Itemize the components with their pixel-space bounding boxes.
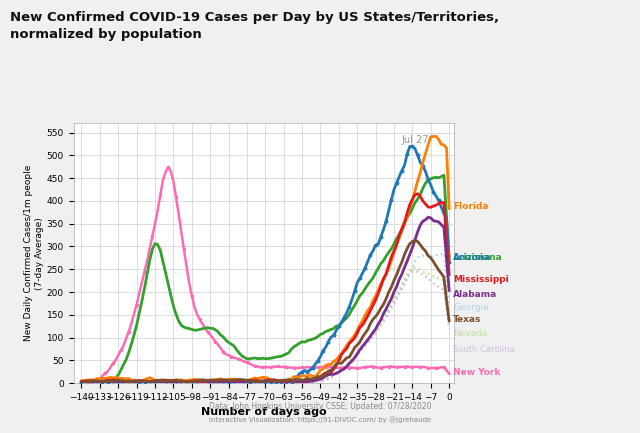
Text: normalized by population: normalized by population [10,28,202,41]
Text: Mississippi: Mississippi [453,275,509,284]
Text: New York: New York [453,368,500,377]
Text: Arizona: Arizona [453,253,492,262]
Text: Data: John Hopkins University CSSE; Updated: 07/28/2020: Data: John Hopkins University CSSE; Upda… [209,402,431,411]
Text: New Confirmed COVID-19 Cases per Day by US States/Territories,: New Confirmed COVID-19 Cases per Day by … [10,11,499,24]
Y-axis label: New Daily Confirmed Cases/1m people
(7-day Average): New Daily Confirmed Cases/1m people (7-d… [24,165,44,342]
Text: Nevada: Nevada [453,330,488,338]
Text: Jul 27: Jul 27 [402,135,429,145]
Text: Florida: Florida [453,202,488,211]
Text: Interactive Visualization: https://91-DIVOC.com/ by @jgrehaude: Interactive Visualization: https://91-DI… [209,417,431,423]
Text: Georgia: Georgia [453,303,489,312]
Text: Texas: Texas [453,316,481,324]
Text: Louisiana: Louisiana [453,253,502,262]
X-axis label: Number of days ago: Number of days ago [201,407,327,417]
Text: South Carolina: South Carolina [453,345,515,354]
Text: Alabama: Alabama [453,291,497,299]
